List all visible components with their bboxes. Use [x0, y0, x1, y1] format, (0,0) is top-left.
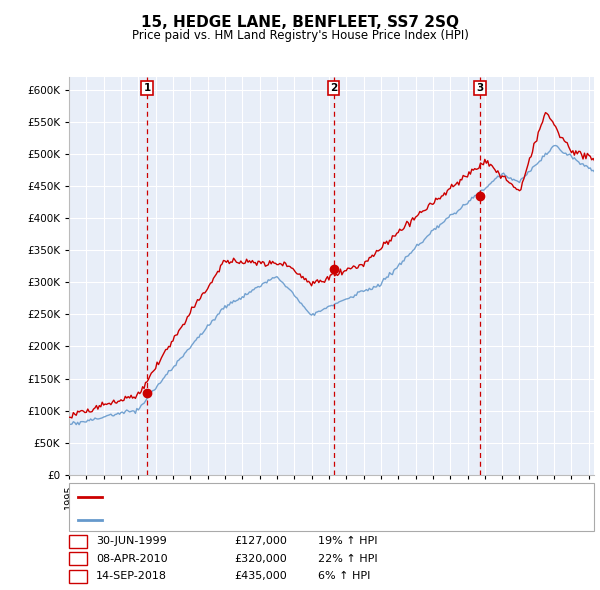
Text: HPI: Average price, detached house, Castle Point: HPI: Average price, detached house, Cast…: [108, 516, 363, 525]
Text: 14-SEP-2018: 14-SEP-2018: [96, 572, 167, 581]
Text: £127,000: £127,000: [234, 536, 287, 546]
Text: 3: 3: [74, 572, 82, 581]
Text: 1: 1: [143, 83, 151, 93]
Text: 3: 3: [476, 83, 484, 93]
Text: £320,000: £320,000: [234, 554, 287, 563]
Text: Price paid vs. HM Land Registry's House Price Index (HPI): Price paid vs. HM Land Registry's House …: [131, 30, 469, 42]
Text: 15, HEDGE LANE, BENFLEET, SS7 2SQ: 15, HEDGE LANE, BENFLEET, SS7 2SQ: [141, 15, 459, 30]
Text: 22% ↑ HPI: 22% ↑ HPI: [318, 554, 377, 563]
Text: 19% ↑ HPI: 19% ↑ HPI: [318, 536, 377, 546]
Text: £435,000: £435,000: [234, 572, 287, 581]
Text: 08-APR-2010: 08-APR-2010: [96, 554, 167, 563]
Text: 30-JUN-1999: 30-JUN-1999: [96, 536, 167, 546]
Text: 1: 1: [74, 536, 82, 546]
Text: 2: 2: [330, 83, 337, 93]
Text: 6% ↑ HPI: 6% ↑ HPI: [318, 572, 370, 581]
Text: 15, HEDGE LANE, BENFLEET, SS7 2SQ (detached house): 15, HEDGE LANE, BENFLEET, SS7 2SQ (detac…: [108, 492, 400, 502]
Text: 2: 2: [74, 554, 82, 563]
